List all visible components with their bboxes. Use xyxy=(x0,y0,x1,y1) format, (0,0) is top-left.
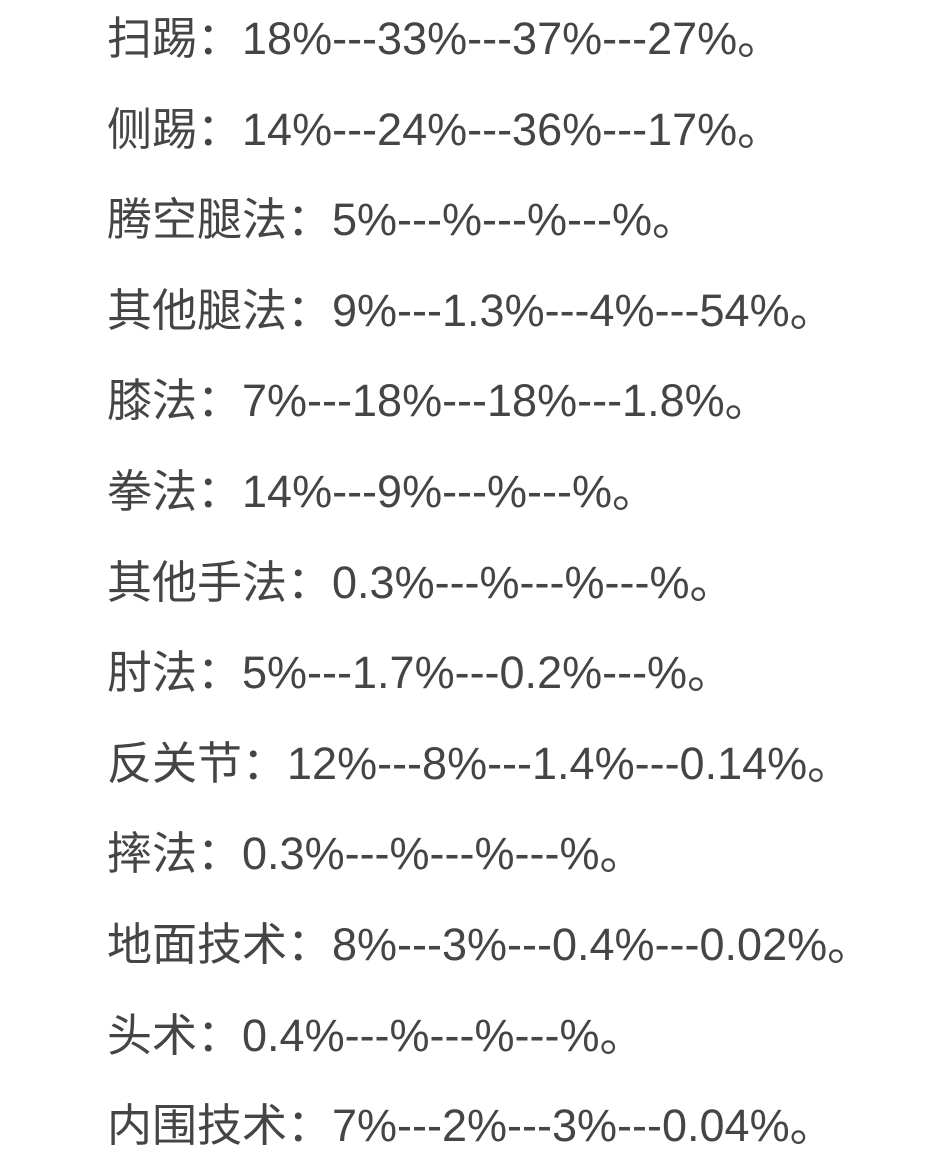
line-values: 14%---24%---36%---17%。 xyxy=(242,103,783,155)
line-values: 0.3%---%---%---%。 xyxy=(242,828,645,880)
text-line: 摔法：0.3%---%---%---%。 xyxy=(107,809,926,900)
text-line: 拳法：14%---9%---%---%。 xyxy=(107,447,926,538)
line-label: 拳法： xyxy=(107,465,243,517)
text-line: 肘法：5%---1.7%---0.2%---%。 xyxy=(107,628,926,719)
line-label: 膝法： xyxy=(107,375,243,427)
text-line: 腾空腿法：5%---%---%---%。 xyxy=(107,175,926,266)
line-values: 9%---1.3%---4%---54%。 xyxy=(332,284,835,336)
line-label: 内围技术： xyxy=(107,1100,333,1152)
document-body: 扫踢：18%---33%---37%---27%。 侧踢：14%---24%--… xyxy=(107,0,926,1172)
line-values: 0.4%---%---%---%。 xyxy=(242,1009,645,1061)
text-line: 扫踢：18%---33%---37%---27%。 xyxy=(107,0,926,85)
line-label: 头术： xyxy=(107,1009,243,1061)
line-values: 7%---2%---3%---0.04%。 xyxy=(332,1100,835,1152)
text-line: 内围技术：7%---2%---3%---0.04%。 xyxy=(107,1081,926,1172)
line-label: 扫踢： xyxy=(107,13,243,64)
line-label: 肘法： xyxy=(107,647,243,699)
line-values: 5%---1.7%---0.2%---%。 xyxy=(242,647,733,699)
text-line: 反关节：12%---8%---1.4%---0.14%。 xyxy=(107,719,926,810)
line-values: 18%---33%---37%---27%。 xyxy=(242,13,783,64)
text-line: 其他腿法：9%---1.3%---4%---54%。 xyxy=(107,266,926,357)
line-label: 其他腿法： xyxy=(107,284,333,336)
text-line: 其他手法：0.3%---%---%---%。 xyxy=(107,538,926,629)
text-line: 膝法：7%---18%---18%---1.8%。 xyxy=(107,356,926,447)
line-values: 12%---8%---1.4%---0.14%。 xyxy=(287,737,853,789)
text-line: 头术：0.4%---%---%---%。 xyxy=(107,991,926,1082)
line-values: 14%---9%---%---%。 xyxy=(242,465,658,517)
line-values: 7%---18%---18%---1.8%。 xyxy=(242,375,770,427)
line-label: 其他手法： xyxy=(107,556,333,608)
line-label: 摔法： xyxy=(107,828,243,880)
line-label: 地面技术： xyxy=(107,918,333,970)
line-values: 0.3%---%---%---%。 xyxy=(332,556,735,608)
line-values: 8%---3%---0.4%---0.02%。 xyxy=(332,918,873,970)
line-values: 5%---%---%---%。 xyxy=(332,194,697,246)
line-label: 反关节： xyxy=(107,737,288,789)
line-label: 腾空腿法： xyxy=(107,194,333,246)
text-line: 地面技术：8%---3%---0.4%---0.02%。 xyxy=(107,900,926,991)
text-line: 侧踢：14%---24%---36%---17%。 xyxy=(107,85,926,176)
line-label: 侧踢： xyxy=(107,103,243,155)
